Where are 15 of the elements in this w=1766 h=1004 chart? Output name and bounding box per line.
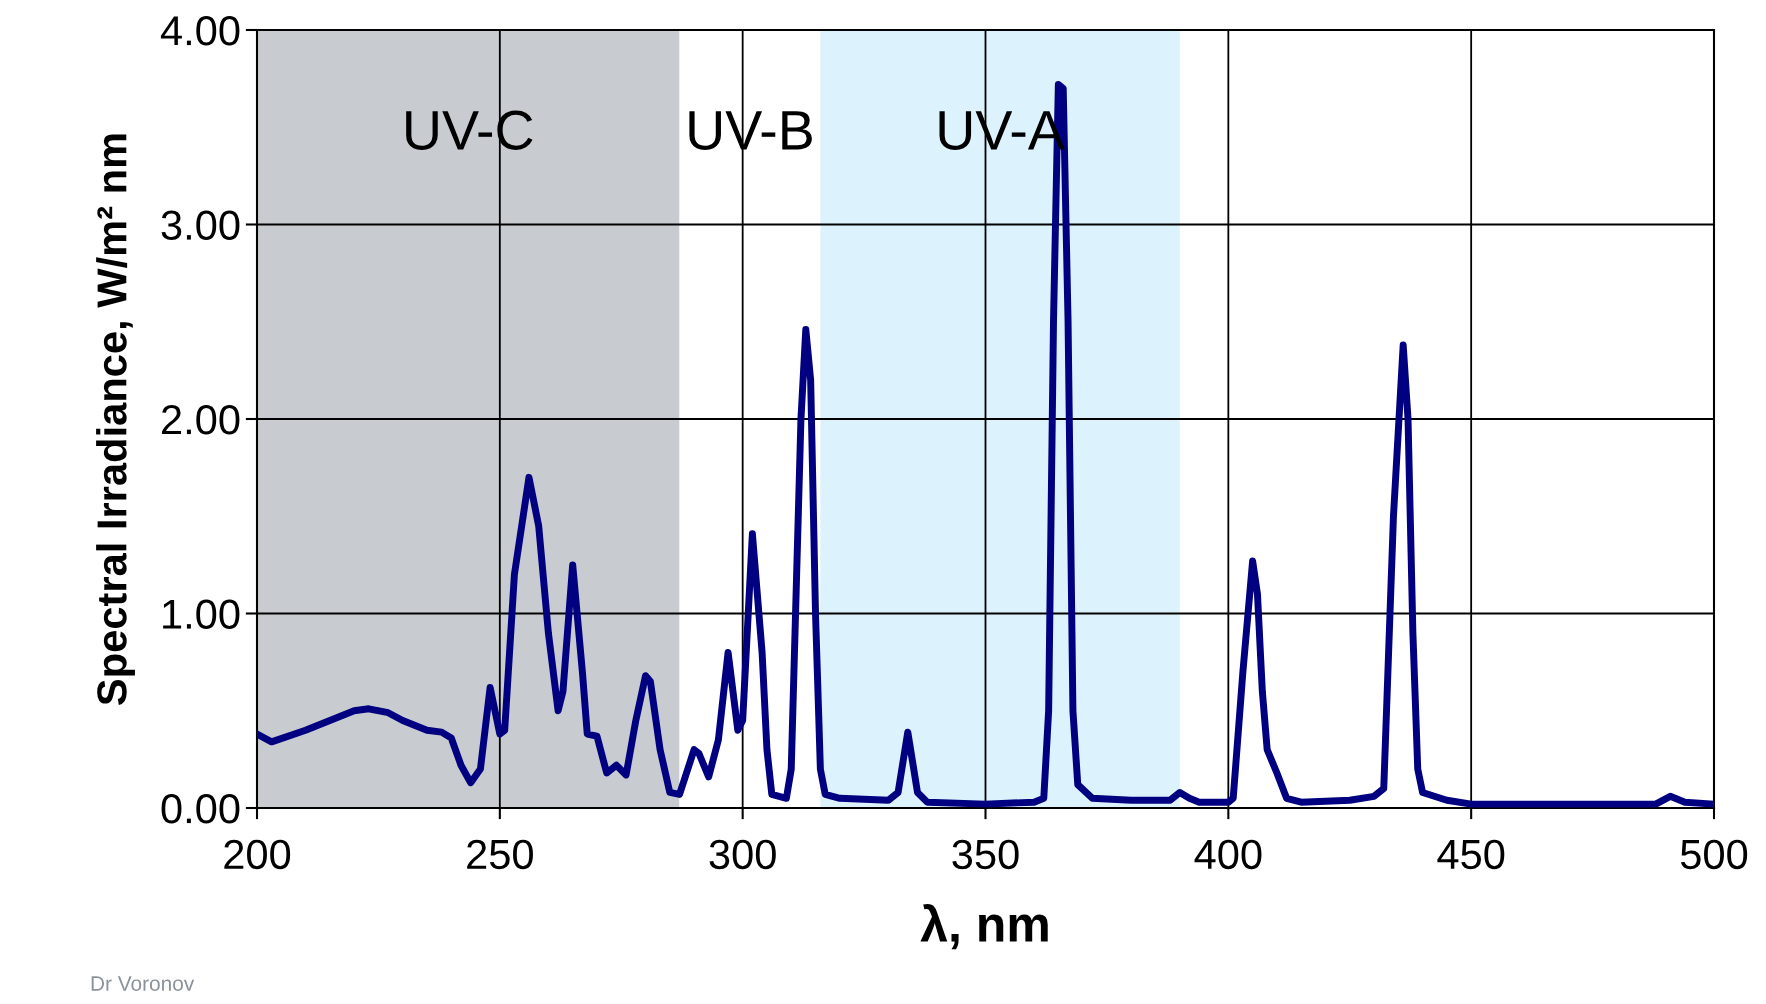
- y-tick-label: 1.00: [163, 599, 240, 630]
- y-tick-label: 0.00: [161, 794, 240, 824]
- y-tick-label: 2.00: [162, 405, 240, 435]
- x-tick-label: 500: [1680, 839, 1748, 870]
- x-tick-label: 450: [1437, 839, 1505, 870]
- x-tick-label: 300: [709, 839, 776, 870]
- text: Dr Voronov: [91, 976, 195, 991]
- x-tick-label: 400: [1194, 839, 1262, 870]
- x-tick-label: 250: [467, 839, 533, 870]
- x-tick-label: 200: [224, 839, 291, 870]
- y-axis-title: Spectral Irradiance, W/m² nm: [96, 134, 135, 705]
- x-axis-title: λ, nm: [920, 903, 1048, 950]
- y-tick-label: 3.00: [161, 210, 240, 241]
- x-tick-label: 350: [952, 839, 1019, 870]
- y-tick-label: 4.00: [160, 16, 240, 46]
